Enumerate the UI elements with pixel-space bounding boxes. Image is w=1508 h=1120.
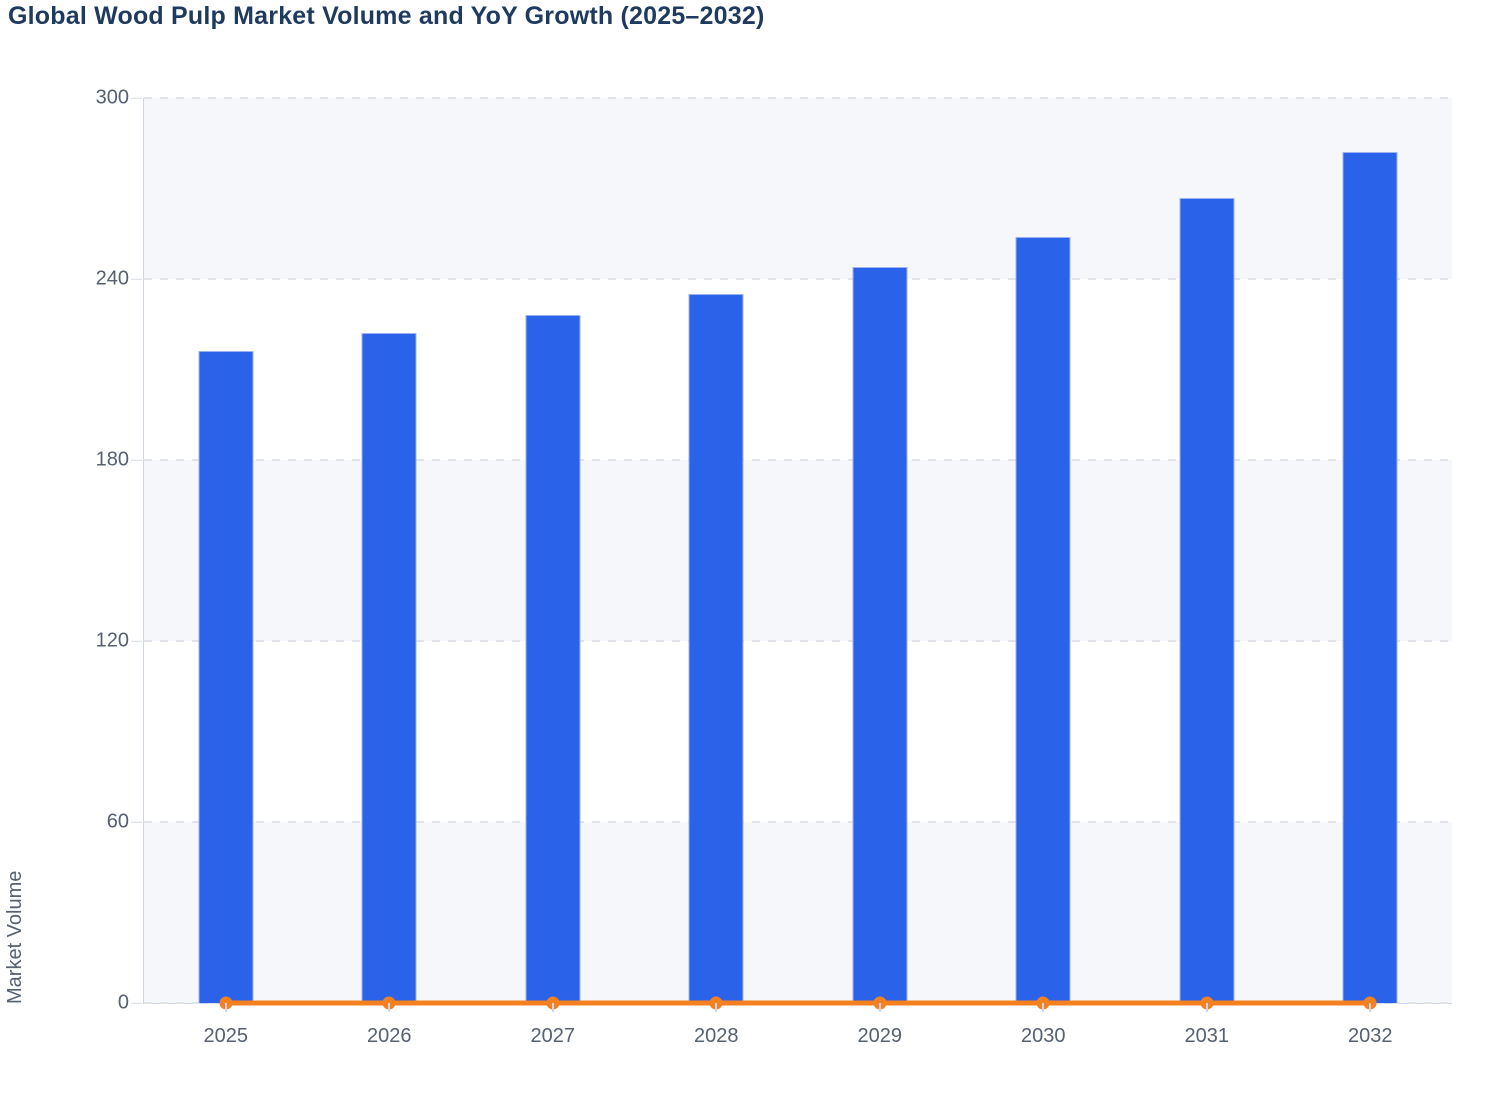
y-axis-tick <box>131 459 142 461</box>
x-axis-labels: 2025 2026 2027 2028 2029 2030 2031 2032 <box>144 98 1452 1047</box>
plot-area: 0 60 120 180 240 300 2025 2026 2027 2028 2029 2030… <box>96 87 1452 1047</box>
yoy-growth-line <box>144 98 1452 1003</box>
x-axis-tick <box>1205 1003 1208 1012</box>
x-axis-tick <box>1369 1003 1372 1012</box>
y-axis-tick <box>131 821 142 823</box>
y-axis-tick-label: 60 <box>106 810 129 833</box>
gridline <box>144 278 1452 280</box>
gridline <box>144 640 1452 642</box>
chart-title: Global Wood Pulp Market Volume and YoY G… <box>8 2 765 30</box>
x-axis-tick <box>878 1003 881 1012</box>
x-axis-tick-label: 2027 <box>530 1025 576 1047</box>
y-axis-tick-label: 0 <box>117 991 129 1014</box>
x-axis-tick-label: 2030 <box>1021 1025 1066 1047</box>
x-axis-tick <box>715 1003 718 1012</box>
bar-2028 <box>688 294 744 1003</box>
y-axis-tick <box>131 1002 142 1004</box>
y-axis-title: Market Volume <box>4 870 26 1004</box>
x-axis-tick <box>551 1003 554 1012</box>
x-axis-tick-label: 2028 <box>694 1025 739 1047</box>
bar-2031 <box>1179 197 1235 1003</box>
bar-layer <box>144 98 1452 1003</box>
x-axis-tick <box>224 1003 227 1012</box>
x-axis-tick <box>388 1003 391 1012</box>
x-axis-tick <box>1042 1003 1045 1012</box>
gridline <box>144 459 1452 461</box>
bar-2030 <box>1015 236 1071 1003</box>
y-axis-tick-label: 180 <box>95 448 129 471</box>
x-axis-tick-label: 2031 <box>1184 1025 1230 1047</box>
bar-2032 <box>1342 152 1398 1003</box>
x-axis-tick-label: 2032 <box>1348 1025 1393 1047</box>
bar-2026 <box>361 333 417 1003</box>
y-axis-tick <box>131 97 142 99</box>
x-axis-tick-label: 2029 <box>857 1025 903 1047</box>
y-axis-tick <box>131 640 142 642</box>
bar-2029 <box>852 266 908 1003</box>
y-axis-labels: 0 60 120 180 240 300 <box>96 87 1452 1014</box>
x-axis-tick-label: 2025 <box>203 1025 249 1047</box>
gridline <box>144 97 1452 99</box>
y-axis-tick <box>131 278 142 280</box>
y-axis-tick-label: 240 <box>95 267 129 290</box>
bar-2025 <box>198 351 254 1003</box>
x-tick-layer <box>144 98 1452 1012</box>
y-tick-layer <box>131 97 1452 1004</box>
bar-2027 <box>525 315 581 1003</box>
gridline <box>144 821 1452 823</box>
y-axis-tick-label: 300 <box>95 86 129 109</box>
x-axis-tick-label: 2026 <box>367 1025 412 1047</box>
y-axis-tick-label: 120 <box>95 629 129 652</box>
